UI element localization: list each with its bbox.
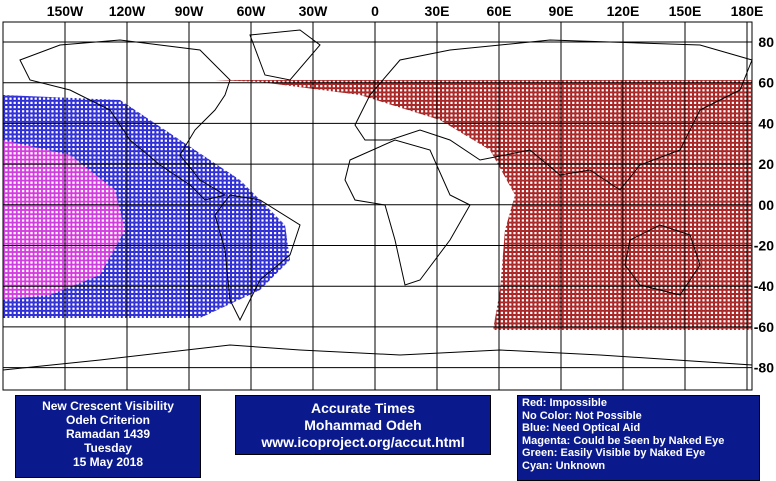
legend-line: Blue: Need Optical Aid	[522, 422, 641, 435]
longitude-label: 60W	[237, 3, 267, 19]
red-zone	[215, 80, 752, 330]
legend-line: No Color: Not Possible	[522, 409, 642, 422]
info-line: Odeh Criterion	[65, 413, 150, 427]
legend-line: Green: Easily Visible by Naked Eye	[522, 447, 706, 460]
south-america	[214, 194, 301, 322]
longitude-label: 120W	[109, 3, 146, 19]
antarctica	[2, 344, 753, 391]
info-box: New Crescent Visibility Odeh Criterion Ram…	[15, 395, 201, 478]
latitude-label: 80	[758, 34, 774, 50]
credit-box: Accurate Times Mohammad Odeh www.icoprojec…	[235, 395, 491, 455]
credit-line: www.icoproject.org/accut.html	[261, 434, 465, 450]
latitude-label: -80	[754, 360, 774, 376]
longitude-label: 0	[371, 3, 379, 19]
longitude-label: 90E	[549, 3, 574, 19]
longitude-label: 60E	[487, 3, 512, 19]
australia	[624, 224, 701, 296]
legend-line: Cyan: Unknown	[522, 459, 606, 472]
north-america	[19, 39, 231, 201]
map-labels: 150W 120W 90W 60W 30W 0 30E 60E 90E 120E 150E 180E 8…	[47, 3, 775, 376]
longitude-label: 150W	[47, 3, 84, 19]
legend-box: Red: Impossible No Color: Not Possible Blu…	[517, 395, 760, 481]
africa	[344, 139, 471, 286]
latitude-label: -60	[754, 319, 774, 335]
longitude-label: 120E	[607, 3, 640, 19]
latitude-label: 00	[758, 197, 774, 213]
visibility-zones	[3, 80, 752, 330]
eurasia	[354, 39, 753, 191]
longitude-label: 90W	[175, 3, 205, 19]
legend-line: Magenta: Could be Seen by Naked Eye	[522, 434, 725, 447]
coastlines	[2, 29, 753, 391]
latitude-label: -20	[754, 238, 774, 254]
latitude-label: 20	[758, 156, 774, 172]
info-line: Tuesday	[84, 441, 132, 455]
latitude-label: 40	[758, 115, 774, 131]
legend-line: Red: Impossible	[522, 397, 607, 409]
magenta-zone	[3, 140, 125, 300]
longitude-label: 30E	[425, 3, 450, 19]
info-line: New Crescent Visibility	[42, 399, 174, 413]
credit-line: Accurate Times	[310, 400, 415, 416]
longitude-label: 180E	[731, 3, 764, 19]
latitude-label: 60	[758, 75, 774, 91]
longitude-label: 30W	[299, 3, 329, 19]
greenland	[249, 29, 321, 81]
credit-line: Mohammad Odeh	[304, 417, 422, 433]
graticule	[2, 22, 752, 390]
longitude-label: 150E	[669, 3, 702, 19]
info-line: Ramadan 1439	[65, 427, 151, 441]
info-line: 15 May 2018	[72, 455, 144, 469]
world-map: 150W 120W 90W 60W 30W 0 30E 60E 90E 120E 150E 180E 8…	[2, 3, 775, 391]
latitude-label: -40	[754, 278, 774, 294]
